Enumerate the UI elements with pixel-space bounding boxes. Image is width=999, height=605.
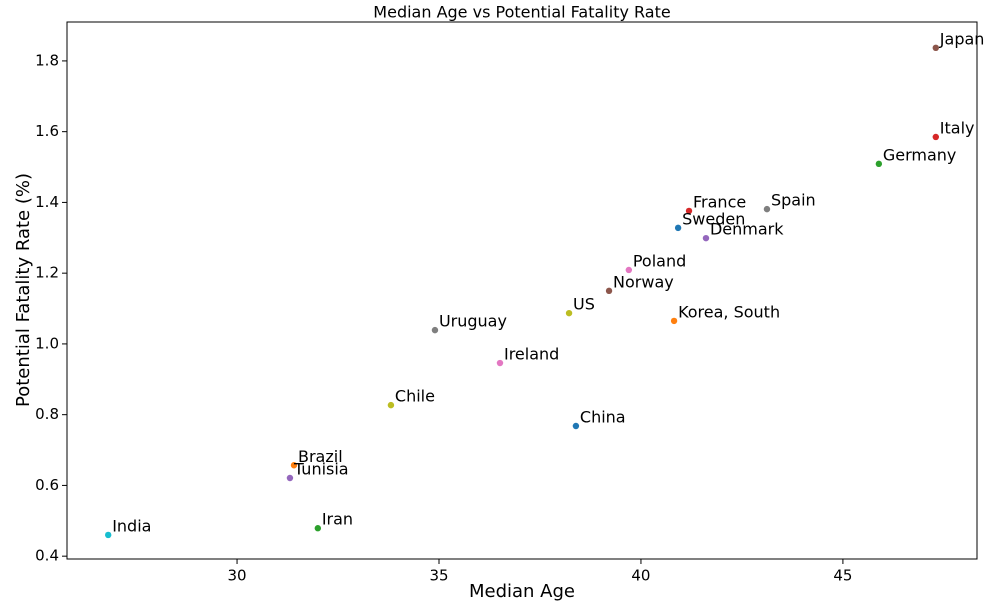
point-label: France xyxy=(693,192,746,211)
point-label: Uruguay xyxy=(439,312,507,331)
point-label: China xyxy=(580,407,626,426)
point xyxy=(314,525,322,532)
point-label: Norway xyxy=(613,272,674,291)
point xyxy=(431,326,439,334)
x-tick-label: 35 xyxy=(429,567,448,585)
point-label: Germany xyxy=(883,145,957,164)
chart-title: Median Age vs Potential Fatality Rate xyxy=(373,3,670,22)
point-label: Poland xyxy=(633,251,686,270)
y-axis-label: Potential Fatality Rate (%) xyxy=(13,173,34,407)
point-label: Italy xyxy=(940,118,975,137)
y-tick-label: 1.6 xyxy=(35,122,59,140)
point xyxy=(932,44,940,52)
point xyxy=(625,266,633,274)
point-label: Chile xyxy=(395,387,435,406)
point-label: Sweden xyxy=(682,209,745,228)
point xyxy=(763,205,771,213)
y-tick-label: 1.4 xyxy=(35,193,59,211)
point xyxy=(104,531,112,539)
point-label: Spain xyxy=(771,191,816,210)
x-tick-label: 40 xyxy=(631,567,650,585)
point xyxy=(565,309,573,317)
point xyxy=(702,234,710,242)
y-tick-label: 0.4 xyxy=(35,547,59,565)
y-tick-label: 1.0 xyxy=(35,334,59,352)
point-label: Iran xyxy=(322,510,353,529)
y-tick-label: 1.8 xyxy=(35,51,59,69)
y-tick-label: 1.2 xyxy=(35,264,59,282)
point xyxy=(286,474,294,482)
point xyxy=(605,287,613,295)
point-label: Korea, South xyxy=(678,302,780,321)
point xyxy=(674,224,682,232)
point xyxy=(932,133,940,141)
y-tick-label: 0.8 xyxy=(35,405,59,423)
x-axis-label: Median Age xyxy=(469,581,575,602)
point-label: Denmark xyxy=(710,220,784,239)
point-label: Tunisia xyxy=(293,459,349,478)
point-label: Japan xyxy=(939,29,985,48)
point xyxy=(496,359,504,367)
point-label: Ireland xyxy=(504,345,559,364)
point-label: US xyxy=(573,295,595,314)
x-tick-label: 45 xyxy=(833,567,852,585)
point xyxy=(670,317,678,325)
x-tick-label: 30 xyxy=(227,567,246,585)
point xyxy=(290,462,298,469)
point-label: India xyxy=(112,516,151,535)
point xyxy=(387,401,395,409)
point-label: Brazil xyxy=(298,447,343,466)
plot-frame xyxy=(66,21,978,560)
y-tick-label: 0.6 xyxy=(35,476,59,494)
point xyxy=(572,422,580,430)
point xyxy=(685,207,693,215)
point xyxy=(875,160,883,168)
